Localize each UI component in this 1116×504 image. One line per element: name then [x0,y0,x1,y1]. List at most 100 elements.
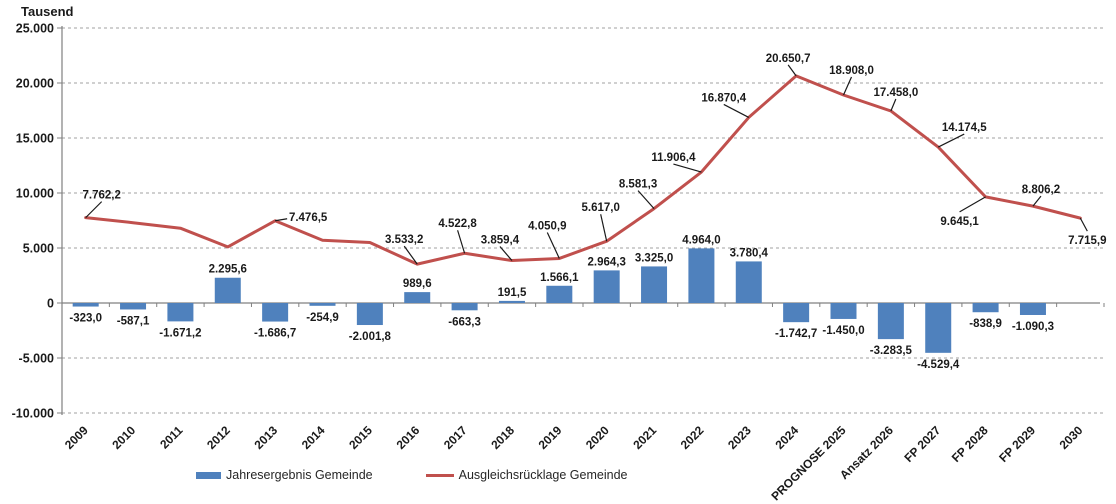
bar-series-swatch-icon [196,471,221,479]
line-data-label: 7.762,2 [82,190,120,202]
label-leader-line [457,230,466,254]
bar-data-label: -1.090,3 [1012,321,1054,333]
y-axis-tick-label: -5.000 [19,352,54,366]
legend-label-ausgleichsruecklage: Ausgleichsrücklage Gemeinde [458,468,628,482]
x-axis-label-FP 2027: FP 2027 [902,423,944,465]
bar-data-label: -3.283,5 [870,345,913,357]
line-data-label: 7.476,5 [289,212,328,224]
label-leader-line [890,98,897,112]
bar-2023 [735,261,762,303]
bar-data-label: -2.001,8 [349,331,392,343]
label-leader-line [723,103,750,118]
line-data-label: 5.617,0 [581,202,619,214]
label-leader-line [275,218,288,222]
bar-Ansatz 2026 [877,303,904,340]
x-axis-label-2010: 2010 [109,423,138,452]
x-axis-label-2012: 2012 [204,423,233,452]
x-axis-label-2018: 2018 [488,423,517,452]
bar-data-label: -838,9 [969,318,1002,330]
y-axis-tick-label: 20.000 [16,77,54,91]
y-axis-tick-label: 0 [47,297,54,311]
bar-data-label: -323,0 [69,313,102,325]
label-leader-line [637,190,655,210]
label-leader-line [546,232,560,259]
legend-item-ausgleichsruecklage: Ausgleichsrücklage Gemeinde [425,468,628,482]
bar-data-label: 191,5 [498,287,527,299]
x-axis-label-2022: 2022 [678,423,707,452]
bar-data-label: 2.964,3 [587,256,625,268]
bar-data-label: -1.450,0 [822,325,864,337]
label-leader-line [959,196,986,213]
line-data-label: 14.174,5 [942,122,987,134]
bar-2020 [593,270,620,303]
line-data-label: 4.050,9 [528,220,566,232]
label-leader-line [1079,217,1088,232]
bar-2017 [451,303,478,311]
line-data-label: 7.715,9 [1068,235,1106,247]
line-data-label: 8.581,3 [619,179,657,191]
bar-data-label: -254,9 [306,312,339,324]
label-leader-line [673,163,702,173]
bar-2024 [783,303,810,323]
line-data-label: 17.458,0 [873,87,918,99]
bar-2019 [546,285,573,303]
bar-data-label: 3.325,0 [635,252,673,264]
bar-FP 2028 [972,303,999,313]
label-leader-line [787,64,797,77]
bar-data-label: -587,1 [117,315,150,327]
bar-2014 [309,303,336,306]
label-leader-line [403,245,418,265]
chart-legend: Jahresergebnis Gemeinde Ausgleichsrückla… [196,468,627,482]
line-data-label: 16.870,4 [701,92,746,104]
bar-data-label: 1.566,1 [540,272,579,284]
bar-2011 [167,303,194,322]
label-leader-line [499,246,513,261]
y-axis-unit-label: Tausend [21,4,74,19]
x-axis-label-2013: 2013 [251,423,280,452]
bar-2016 [404,292,431,303]
label-leader-line [842,76,853,96]
line-data-label: 3.533,2 [385,234,423,246]
ausgleichsruecklage-line [84,74,1082,266]
bar-data-label: 2.295,6 [209,264,247,276]
x-axis-label-2015: 2015 [346,423,375,452]
bar-2009 [72,303,99,307]
bar-2012 [214,277,241,303]
bar-data-label: -1.686,7 [254,328,296,340]
label-leader-line [1032,195,1042,207]
legend-label-jahresergebnis: Jahresergebnis Gemeinde [226,468,373,482]
x-axis-label-2030: 2030 [1057,423,1086,452]
bar-FP 2027 [925,303,952,353]
bar-PROGNOSE 2025 [830,303,857,319]
legend-item-jahresergebnis: Jahresergebnis Gemeinde [196,468,373,482]
bar-2010 [120,303,147,310]
bar-FP 2029 [1019,303,1046,315]
bar-data-label: -663,3 [448,316,481,328]
line-data-label: 3.859,4 [481,235,520,247]
bar-2021 [641,266,668,303]
y-axis-tick-label: 15.000 [16,132,54,146]
x-axis-label-2021: 2021 [630,423,659,452]
y-axis-tick-label: 10.000 [16,187,54,201]
bar-2013 [262,303,289,322]
bar-data-label: -4.529,4 [917,359,960,371]
line-data-label: 18.908,0 [829,65,874,77]
label-leader-line [85,201,103,219]
label-leader-line [600,214,608,242]
x-axis-label-FP 2029: FP 2029 [996,423,1038,465]
x-axis-label-2014: 2014 [299,423,328,452]
line-series-swatch-icon [425,473,454,477]
bar-data-label: -1.671,2 [159,327,201,339]
bar-data-label: 3.780,4 [730,247,769,259]
bar-data-label: 4.964,0 [682,234,720,246]
x-axis-label-2020: 2020 [583,423,612,452]
line-data-label: 4.522,8 [438,218,477,230]
x-axis-label-2011: 2011 [157,423,186,452]
x-axis-label-FP 2028: FP 2028 [949,423,991,465]
line-data-label: 9.645,1 [940,216,979,228]
line-data-label: 8.806,2 [1022,184,1060,196]
x-axis-label-2019: 2019 [536,423,565,452]
label-leader-line [937,133,965,148]
